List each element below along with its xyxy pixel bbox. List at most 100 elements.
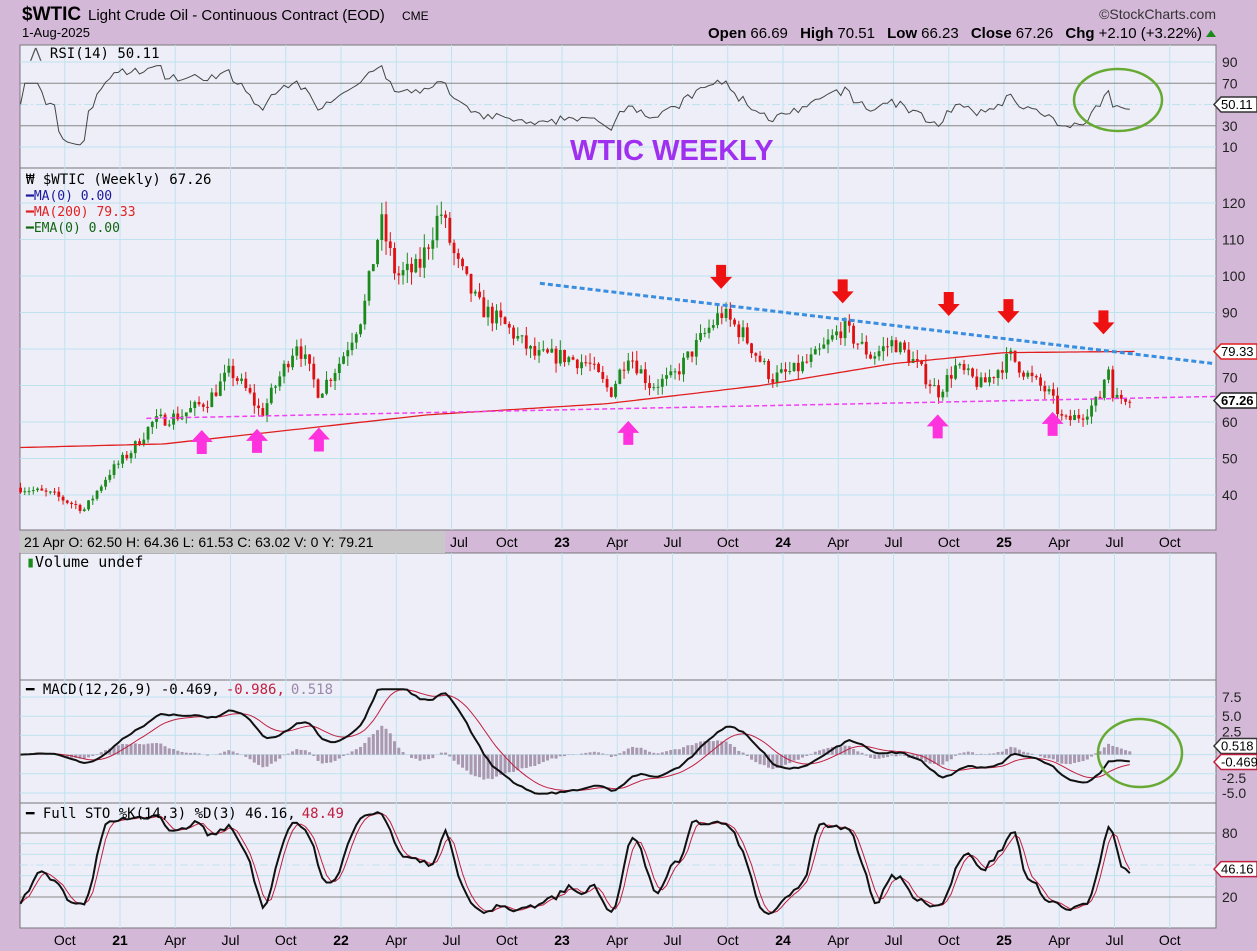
rsi-tick-label: 30 <box>1222 118 1238 134</box>
macd-tick-label: 2.5 <box>1222 723 1242 739</box>
chart-date: 1-Aug-2025 <box>22 25 90 40</box>
candle-body <box>563 349 566 363</box>
candle-body <box>813 349 817 355</box>
macd-histogram-bar <box>945 754 949 762</box>
candle-body <box>996 370 1000 379</box>
price-legend: ₩ $WTIC (Weekly) 67.26 <box>26 172 211 188</box>
macd-histogram-bar <box>656 753 660 755</box>
candle-body <box>265 403 269 417</box>
macd-histogram-bar <box>724 741 728 755</box>
x-tick-label: 25 <box>996 932 1012 948</box>
candle-body <box>172 413 175 425</box>
macd-histogram-bar <box>197 753 201 755</box>
support-trendline <box>146 395 1217 420</box>
candle-body <box>907 349 911 363</box>
macd-histogram-bar <box>779 754 783 767</box>
macd-histogram-bar <box>291 751 295 755</box>
macd-histogram-bar <box>682 747 686 755</box>
macd-histogram-bar <box>65 754 69 758</box>
candle-body <box>65 500 69 503</box>
candle-body <box>482 297 486 318</box>
macd-histogram-bar <box>745 754 749 757</box>
macd-histogram-bar <box>329 754 333 763</box>
candle-body <box>133 441 137 454</box>
candle-body <box>1060 414 1064 416</box>
hover-readout-box <box>20 531 445 553</box>
candle-body <box>869 354 872 359</box>
macd-histogram-bar <box>886 754 890 758</box>
candle-body <box>405 263 409 271</box>
ohlc-summary: Open 66.69 High 70.51 Low 66.23 Close 67.26 … <box>708 25 1202 42</box>
candle-body <box>337 363 341 373</box>
candle-body <box>873 356 877 359</box>
candle-body <box>1051 389 1055 396</box>
macd-histogram-bar <box>354 749 358 755</box>
candle-body <box>546 349 549 353</box>
symbol: $WTIC <box>22 4 81 25</box>
candle-body <box>78 504 82 511</box>
macd-histogram-bar <box>809 753 813 755</box>
copyright: ©StockCharts.com <box>1099 6 1216 22</box>
candle-body <box>1034 376 1038 378</box>
macd-hist-tag: 0.518 <box>1221 739 1254 754</box>
macd-histogram-bar <box>962 752 966 755</box>
macd-line <box>20 688 1130 795</box>
macd-histogram-bar <box>320 754 324 764</box>
macd-histogram-bar <box>499 754 503 775</box>
macd-histogram-bar <box>1094 753 1098 755</box>
candle-body <box>231 365 235 379</box>
macd-histogram-bar <box>189 752 193 755</box>
candle-body <box>1107 369 1110 380</box>
candle-body <box>665 375 668 379</box>
candle-body <box>210 392 214 408</box>
candle-body <box>890 340 894 347</box>
macd-histogram-bar <box>864 754 868 756</box>
macd-histogram-bar <box>639 747 643 755</box>
macd-histogram-bar <box>95 754 99 755</box>
candle-body <box>456 253 460 259</box>
macd-histogram-bar <box>1005 748 1009 755</box>
candle-body <box>1056 395 1059 415</box>
macd-histogram-bar <box>1090 754 1094 757</box>
candle-body <box>1128 401 1132 403</box>
macd-histogram-bar <box>350 751 354 755</box>
candle-body <box>881 346 885 352</box>
candle-body <box>74 504 78 506</box>
close-value-tag: 67.26 <box>1221 393 1254 408</box>
candle-body <box>142 439 146 446</box>
candle-body <box>286 363 290 368</box>
candle-body <box>839 331 843 339</box>
x-tick-label: Apr <box>606 932 628 948</box>
x-tick-label: Oct <box>1159 534 1181 550</box>
macd-histogram-bar <box>805 754 809 756</box>
candle-body <box>95 490 99 499</box>
macd-histogram-bar <box>231 751 235 755</box>
candle-body <box>269 387 273 404</box>
candle-body <box>299 346 303 359</box>
macd-histogram-bar <box>592 751 596 755</box>
macd-histogram-bar <box>580 753 584 755</box>
macd-histogram-bar <box>1064 754 1068 764</box>
price-tick-label: 110 <box>1222 232 1245 248</box>
candle-body <box>771 379 775 383</box>
candle-body <box>516 335 520 339</box>
arrow-up-icon <box>926 414 949 439</box>
macd-histogram-bar <box>507 754 511 773</box>
candle-body <box>626 360 630 371</box>
macd-histogram-bar <box>665 751 669 755</box>
macd-histogram-bar <box>690 745 694 755</box>
candle-body <box>601 372 605 379</box>
candle-body <box>363 300 367 325</box>
candle-body <box>988 377 991 383</box>
candle-body <box>983 377 987 383</box>
macd-histogram-bar <box>261 754 265 768</box>
candle-body <box>533 345 537 356</box>
candle-body <box>784 369 787 372</box>
candle-body <box>19 487 22 493</box>
rsi-tick-label: 90 <box>1222 54 1238 70</box>
candle-body <box>1102 379 1106 398</box>
macd-histogram-bar <box>771 754 775 770</box>
candle-body <box>427 247 430 249</box>
x-tick-label: Apr <box>606 534 628 550</box>
